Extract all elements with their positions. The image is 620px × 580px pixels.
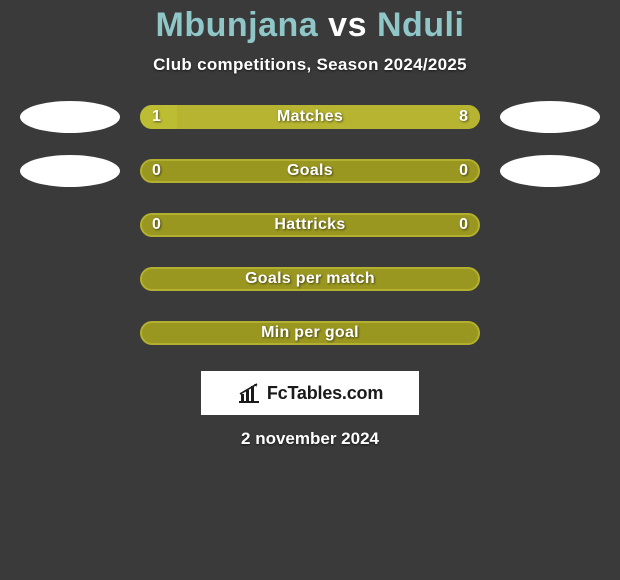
comparison-title: Mbunjana vs Nduli — [0, 0, 620, 49]
stats-container: 1 Matches 8 0 Goals 0 0 Hattricks 0 Goals per mat… — [0, 101, 620, 349]
team-logo-right — [500, 155, 600, 187]
stat-bar: 1 Matches 8 — [140, 105, 480, 129]
team-logo-left — [20, 101, 120, 133]
stat-value-right: 0 — [459, 162, 468, 180]
stat-metric-label: Goals — [287, 162, 333, 180]
vs-separator: vs — [328, 6, 367, 44]
brand-text: FcTables.com — [267, 383, 383, 404]
stat-metric-label: Matches — [277, 108, 343, 126]
stat-bar: 0 Hattricks 0 — [140, 213, 480, 237]
subtitle: Club competitions, Season 2024/2025 — [0, 55, 620, 75]
stat-value-right: 8 — [459, 108, 468, 126]
stat-value-right: 0 — [459, 216, 468, 234]
team-logo-left — [20, 155, 120, 187]
stat-bar: Min per goal — [140, 321, 480, 345]
stat-row: Min per goal — [0, 317, 620, 349]
stat-metric-label: Goals per match — [245, 270, 375, 288]
stat-value-left: 1 — [152, 108, 161, 126]
snapshot-date: 2 november 2024 — [0, 429, 620, 449]
stat-bar: 0 Goals 0 — [140, 159, 480, 183]
stat-metric-label: Min per goal — [261, 324, 359, 342]
brand-badge[interactable]: FcTables.com — [201, 371, 419, 415]
stat-row: Goals per match — [0, 263, 620, 295]
stat-bar: Goals per match — [140, 267, 480, 291]
stat-value-left: 0 — [152, 216, 161, 234]
stat-row: 0 Hattricks 0 — [0, 209, 620, 241]
player1-name: Mbunjana — [156, 6, 319, 44]
stat-row: 1 Matches 8 — [0, 101, 620, 133]
stat-metric-label: Hattricks — [274, 216, 345, 234]
stat-value-left: 0 — [152, 162, 161, 180]
bar-chart-icon — [237, 382, 261, 404]
team-logo-right — [500, 101, 600, 133]
player2-name: Nduli — [377, 6, 464, 44]
stat-row: 0 Goals 0 — [0, 155, 620, 187]
